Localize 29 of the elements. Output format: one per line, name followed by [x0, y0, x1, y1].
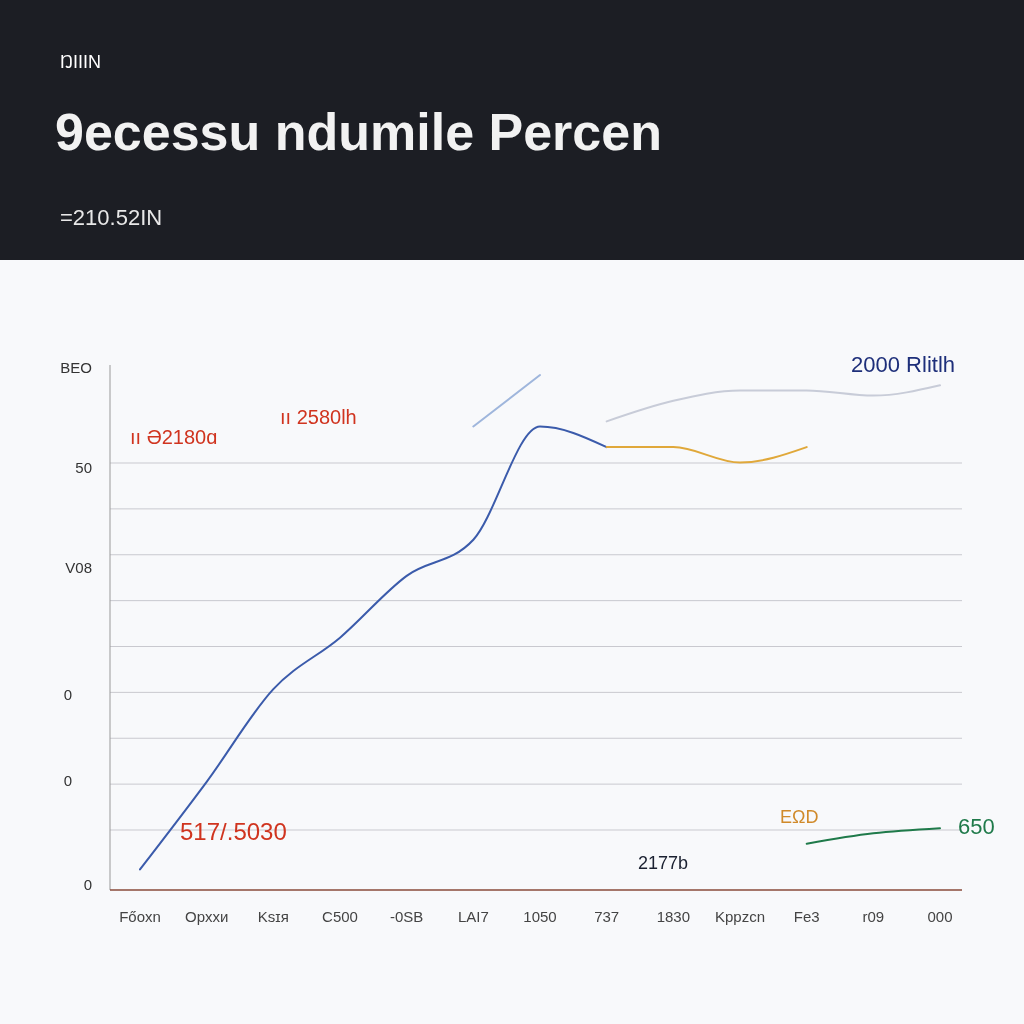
x-tick-label: 737 — [594, 908, 620, 925]
text: BEO — [60, 359, 92, 376]
annotation: 2177b — [638, 853, 689, 873]
annotation: 517/.5030 — [180, 818, 287, 845]
text: V08 — [65, 559, 92, 576]
chart-title: 9ecessu ndumile Percen — [55, 103, 662, 161]
x-tick-label: Kppzcn — [714, 908, 766, 925]
chart-subtitle: =210.52IN — [60, 205, 163, 230]
text: 0 — [63, 772, 72, 789]
x-tick-label: Opxxи — [184, 908, 229, 925]
text: 0 — [63, 686, 72, 703]
x-tick-label: 1050 — [523, 908, 557, 925]
x-tick-label: LAI7 — [457, 908, 489, 925]
x-tick-label: 000 — [927, 908, 953, 925]
annotation: 650 — [958, 814, 995, 839]
text: 50 — [75, 459, 92, 476]
text: ŊIIIN — [60, 52, 102, 72]
annotation: ıı 2580lh — [280, 406, 357, 428]
x-tick-label: Ksɪя — [257, 908, 289, 925]
x-tick-label: -0SB — [389, 908, 424, 925]
annotation: EΩD — [780, 807, 819, 827]
x-tick-label: 1830 — [656, 908, 691, 925]
annotation: 2000 Rlitlh — [851, 352, 955, 377]
x-tick-label: Főoxn — [119, 908, 161, 925]
annotation: ıı Ə2180ɑ — [130, 426, 218, 448]
text: 0 — [83, 876, 92, 893]
x-tick-label: Fe3 — [793, 908, 820, 925]
x-tick-label: r09 — [862, 908, 885, 925]
x-tick-label: C500 — [322, 908, 358, 925]
